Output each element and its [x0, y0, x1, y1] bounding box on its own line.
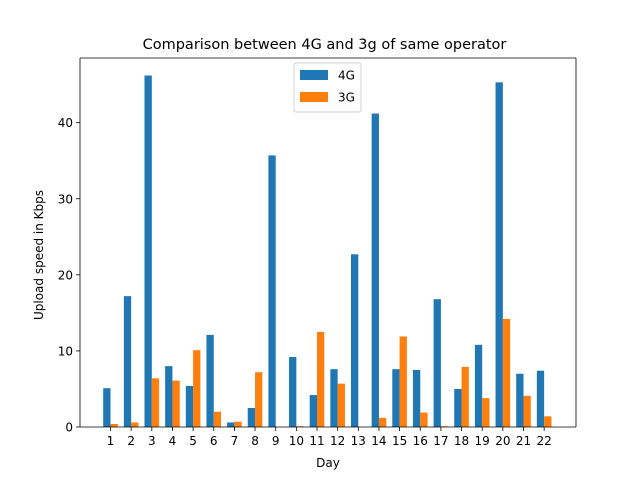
bar-4g-day-4 [165, 366, 173, 427]
y-tick-label-10: 10 [58, 344, 73, 358]
bar-3g-day-2 [131, 422, 139, 427]
bar-4g-day-22 [536, 370, 545, 427]
ticks-group: 1 2 3 4 5 6 7 8 9 10 11 12 13 14 15 16 17 18 19 20 21 2201020… [58, 116, 552, 448]
bar-3g-day-8 [255, 372, 263, 427]
bar-3g-day-16 [420, 412, 428, 427]
x-tick-label-21: 21 [516, 434, 531, 448]
bar-3g-day-3 [151, 378, 160, 427]
axes-group [79, 57, 577, 428]
bar-4g-day-5 [185, 385, 194, 427]
x-tick-label-4: 4 [169, 434, 177, 448]
bar-3g-day-12 [337, 383, 345, 427]
x-tick-label-18: 18 [454, 434, 469, 448]
bar-4g-day-16 [412, 369, 421, 427]
x-tick-label-16: 16 [413, 434, 428, 448]
bar-4g-day-21 [516, 373, 524, 427]
y-tick-label-0: 0 [65, 421, 73, 435]
bar-4g-day-1 [103, 388, 111, 427]
x-tick-label-14: 14 [371, 434, 386, 448]
x-tick-label-5: 5 [189, 434, 197, 448]
y-axis-label: Upload speed in Kbps [32, 190, 46, 320]
bars-group [103, 75, 552, 427]
bar-4g-day-11 [309, 395, 317, 427]
bar-3g-day-21 [523, 395, 531, 427]
x-tick-label-11: 11 [309, 434, 324, 448]
bar-3g-day-11 [317, 331, 325, 427]
bar-3g-day-1 [110, 423, 118, 427]
bar-3g-day-20 [502, 318, 511, 427]
x-tick-label-8: 8 [251, 434, 259, 448]
x-tick-label-20: 20 [495, 434, 510, 448]
bar-4g-day-15 [392, 369, 400, 427]
bar-4g-day-14 [371, 113, 379, 427]
x-tick-label-9: 9 [272, 434, 280, 448]
x-tick-label-17: 17 [433, 434, 448, 448]
bar-3g-day-18 [461, 366, 469, 427]
bar-3g-day-4 [172, 380, 180, 427]
x-tick-label-15: 15 [392, 434, 407, 448]
chart-title: Comparison between 4G and 3g of same ope… [143, 37, 507, 53]
bar-4g-day-17 [433, 299, 441, 427]
x-tick-label-22: 22 [537, 434, 552, 448]
x-tick-label-1: 1 [107, 434, 115, 448]
bar-3g-day-5 [193, 350, 201, 427]
x-tick-label-10: 10 [289, 434, 304, 448]
bar-3g-day-19 [482, 398, 490, 427]
bar-3g-day-7 [234, 421, 242, 427]
bar-4g-day-9 [268, 155, 276, 427]
x-tick-label-7: 7 [231, 434, 239, 448]
bar-4g-day-18 [454, 388, 462, 427]
bar-3g-day-15 [399, 336, 407, 427]
y-tick-label-40: 40 [58, 116, 73, 130]
x-tick-label-2: 2 [127, 434, 135, 448]
legend-label-4g: 4G [338, 69, 355, 83]
x-axis-label: Day [316, 456, 340, 470]
bar-4g-day-8 [247, 407, 256, 427]
bar-4g-day-19 [474, 344, 483, 427]
legend-label-3g: 3G [338, 91, 355, 105]
bar-4g-day-12 [330, 369, 338, 427]
legend-swatch-3g [300, 92, 328, 102]
bar-4g-day-3 [144, 75, 152, 427]
bar-3g-day-22 [544, 416, 552, 427]
y-tick-label-20: 20 [58, 268, 73, 282]
y-tick-label-30: 30 [58, 192, 73, 206]
bar-4g-day-13 [351, 254, 359, 427]
legend: 4G 3G [293, 62, 362, 113]
bar-4g-day-7 [227, 422, 235, 427]
bar-4g-day-10 [289, 357, 297, 427]
x-tick-label-13: 13 [351, 434, 366, 448]
legend-swatch-4g [300, 70, 328, 80]
bar-3g-day-14 [378, 417, 387, 427]
bar-4g-day-6 [206, 334, 214, 427]
x-tick-label-12: 12 [330, 434, 345, 448]
x-tick-label-6: 6 [210, 434, 218, 448]
x-tick-label-19: 19 [475, 434, 490, 448]
bar-4g-day-20 [495, 82, 503, 427]
x-tick-label-3: 3 [148, 434, 156, 448]
bar-4g-day-2 [123, 296, 132, 427]
bar-3g-day-6 [213, 411, 222, 427]
